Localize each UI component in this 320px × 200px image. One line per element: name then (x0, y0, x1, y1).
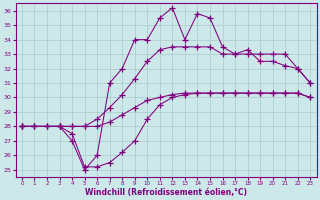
X-axis label: Windchill (Refroidissement éolien,°C): Windchill (Refroidissement éolien,°C) (85, 188, 247, 197)
